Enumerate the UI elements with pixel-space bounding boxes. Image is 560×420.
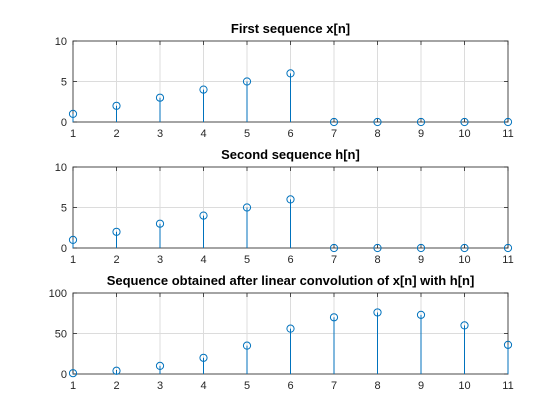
y-tick-label: 10	[55, 36, 67, 48]
subplot-3: 1 2 3 4 5 6 7 8 9 10 11 0 50 100 Sequence obtained aft…	[49, 273, 514, 392]
stem-marker	[329, 243, 339, 253]
plot-title: Second sequence h[n]	[221, 147, 360, 162]
x-tick-label: 5	[244, 128, 250, 140]
stem-marker	[68, 369, 78, 378]
stem-marker	[242, 203, 252, 212]
x-tick-label: 2	[113, 254, 119, 266]
stem-marker	[503, 117, 513, 127]
x-tick-label: 10	[458, 380, 470, 392]
y-tick-label: 5	[61, 203, 67, 215]
y-tick-label: 50	[55, 329, 67, 341]
x-tick-label: 1	[70, 380, 76, 392]
x-tick-label: 8	[374, 128, 380, 140]
stem-marker	[68, 235, 78, 244]
stem-marker	[286, 69, 295, 78]
x-tick-label: 11	[502, 380, 513, 392]
stem-marker	[416, 310, 426, 319]
x-tick-label: 8	[374, 254, 380, 266]
stem-marker	[286, 195, 295, 204]
stem-marker	[460, 243, 469, 253]
stem-marker	[329, 313, 339, 322]
stem-marker	[112, 227, 121, 236]
x-tick-label: 11	[502, 128, 513, 140]
x-tick-label: 2	[113, 128, 119, 140]
stem-marker	[460, 321, 469, 330]
x-tick-label: 7	[331, 380, 337, 392]
stem-marker	[112, 101, 121, 110]
x-tick-label: 1	[70, 128, 76, 140]
stem-marker	[416, 117, 426, 127]
x-tick-label: 6	[287, 128, 293, 140]
stem-marker	[199, 85, 208, 94]
x-tick-label: 5	[244, 380, 250, 392]
stem-marker	[155, 93, 165, 102]
stem-marker	[329, 117, 339, 127]
stem-marker	[460, 117, 469, 127]
x-tick-label: 9	[418, 380, 424, 392]
x-tick-label: 5	[244, 254, 250, 266]
stem-marker	[503, 340, 513, 349]
stem-marker	[199, 353, 208, 362]
y-tick-label: 100	[49, 288, 67, 300]
x-tick-label: 8	[374, 380, 380, 392]
stem-marker	[242, 77, 252, 86]
x-tick-label: 7	[331, 128, 337, 140]
y-tick-label: 0	[61, 243, 67, 255]
x-tick-label: 11	[502, 254, 513, 266]
x-tick-label: 10	[458, 128, 470, 140]
stem-marker	[112, 366, 121, 375]
stem-marker	[155, 219, 165, 228]
x-tick-label: 9	[418, 128, 424, 140]
x-tick-label: 9	[418, 254, 424, 266]
stem-marker	[373, 243, 382, 253]
x-tick-label: 6	[287, 380, 293, 392]
x-tick-label: 1	[70, 254, 76, 266]
y-tick-label: 5	[61, 77, 67, 89]
plot-title: First sequence x[n]	[231, 21, 350, 36]
stem-marker	[373, 308, 382, 317]
stem-marker	[286, 324, 295, 333]
stem-marker	[242, 341, 252, 350]
x-tick-label: 7	[331, 254, 337, 266]
x-tick-label: 3	[157, 380, 163, 392]
x-tick-label: 6	[287, 254, 293, 266]
stem-marker	[155, 361, 165, 370]
y-tick-label: 10	[55, 162, 67, 174]
x-tick-label: 4	[200, 128, 206, 140]
stem-marker	[199, 211, 208, 220]
x-tick-label: 3	[157, 128, 163, 140]
y-tick-label: 0	[61, 369, 67, 381]
y-tick-label: 0	[61, 117, 67, 129]
plot-title: Sequence obtained after linear convoluti…	[107, 273, 475, 288]
stem-marker	[416, 243, 426, 253]
x-tick-label: 4	[200, 254, 206, 266]
x-tick-label: 2	[113, 380, 119, 392]
stem-marker	[68, 109, 78, 119]
x-tick-label: 3	[157, 254, 163, 266]
stem-marker	[503, 243, 513, 253]
subplot-1: 1 2 3 4 5 6 7 8 9 10 11 0 5 10 First sequence x[n]	[55, 21, 514, 140]
subplot-2: 1 2 3 4 5 6 7 8 9 10 11 0 5 10 Second sequence h[n]	[55, 147, 514, 266]
x-tick-label: 10	[458, 254, 470, 266]
x-tick-label: 4	[200, 380, 206, 392]
stem-marker	[373, 117, 382, 127]
